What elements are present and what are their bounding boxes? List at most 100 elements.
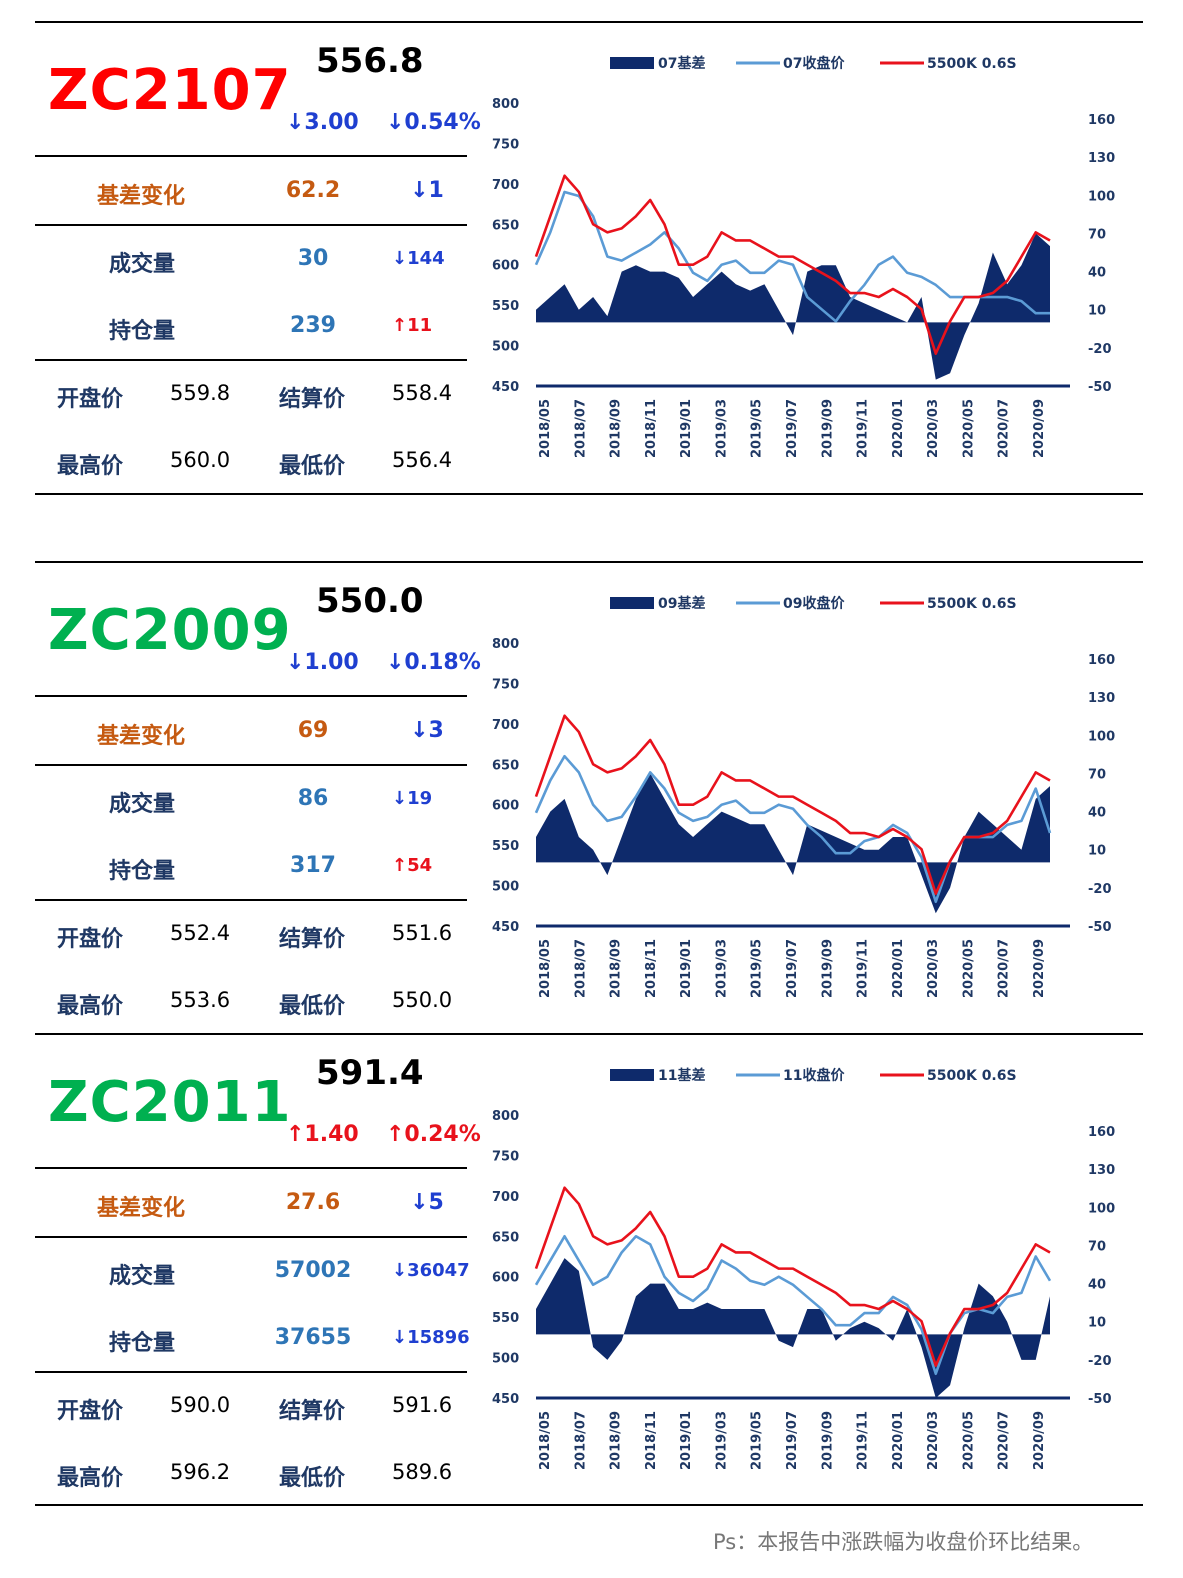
y-right-tick: -20: [1088, 882, 1112, 897]
y-right-tick: 70: [1088, 1239, 1106, 1254]
y-right-tick: 10: [1088, 844, 1106, 859]
series-coal-line: [534, 174, 1051, 355]
x-tick: 2020/03: [926, 399, 941, 458]
legend-basis-swatch: [610, 597, 654, 609]
panel-top-rule: [35, 21, 1143, 23]
series-close-line: [534, 1234, 1052, 1376]
price-change-pct: ↑0.24%: [386, 1122, 481, 1147]
footnote: Ps：本报告中涨跌幅为收盘价环比结果。: [713, 1530, 1094, 1554]
y-left-tick: 650: [492, 1230, 519, 1245]
y-right-tick: 100: [1088, 729, 1115, 744]
x-tick: 2020/07: [997, 399, 1012, 458]
price-basis-chart: 11基差 11收盘价 5500K 0.6S 450 500 550 600 650 700 750…: [492, 1067, 1115, 1470]
x-tick: 2019/09: [820, 939, 835, 998]
open-interest-value: 317: [290, 853, 336, 878]
y-left-tick: 450: [492, 380, 519, 395]
x-tick: 2020/05: [961, 399, 976, 458]
high-value: 596.2: [170, 1460, 231, 1484]
x-tick: 2018/05: [538, 1411, 553, 1470]
y-left-tick: 650: [492, 218, 519, 233]
y-left-tick: 600: [492, 799, 519, 814]
high-value: 560.0: [170, 448, 231, 472]
x-tick: 2019/11: [856, 939, 871, 998]
open-interest-change: ↑54: [392, 855, 433, 876]
volume-label: 成交量: [109, 792, 176, 817]
panel-bottom-rule: [35, 493, 1143, 495]
low-value: 589.6: [392, 1460, 453, 1484]
price-change-pct: ↓0.18%: [386, 650, 481, 675]
open-interest-change: ↑11: [392, 315, 433, 336]
y-right-tick: 160: [1088, 113, 1115, 128]
x-tick: 2019/05: [750, 399, 765, 458]
y-right-tick: 160: [1088, 653, 1115, 668]
series-basis-area: [536, 233, 1050, 380]
y-right-tick: -20: [1088, 342, 1112, 357]
low-label: 最低价: [279, 1466, 346, 1491]
section-rule: [35, 695, 467, 697]
x-tick: 2019/03: [714, 399, 729, 458]
low-value: 556.4: [392, 448, 453, 472]
contract-code: ZC2107: [48, 58, 292, 123]
high-label: 最高价: [57, 994, 124, 1019]
y-left-tick: 500: [492, 340, 519, 355]
basis-label: 基差变化: [97, 724, 186, 749]
panel-top-rule: [35, 561, 1143, 563]
x-tick: 2018/07: [573, 1411, 588, 1470]
y-right-tick: 40: [1088, 1278, 1106, 1293]
y-left-tick: 800: [492, 637, 519, 652]
section-rule: [35, 899, 467, 901]
x-tick: 2020/05: [961, 1411, 976, 1470]
x-tick: 2018/09: [609, 939, 624, 998]
price-basis-chart: 09基差 09收盘价 5500K 0.6S 450 500 550 600 650 700 750…: [492, 595, 1115, 998]
y-right-tick: -50: [1088, 920, 1112, 935]
y-left-tick: 750: [492, 1149, 519, 1164]
volume-value: 30: [297, 246, 329, 271]
y-right-tick: 100: [1088, 1201, 1115, 1216]
basis-label: 基差变化: [97, 1196, 186, 1221]
x-tick: 2020/01: [891, 939, 906, 998]
legend-basis-swatch: [610, 57, 654, 69]
x-tick: 2019/05: [750, 1411, 765, 1470]
series-basis-area: [536, 773, 1050, 914]
y-left-tick: 750: [492, 677, 519, 692]
low-label: 最低价: [279, 454, 346, 479]
y-left-tick: 450: [492, 920, 519, 935]
high-label: 最高价: [57, 1466, 124, 1491]
legend-coal-label: 5500K 0.6S: [927, 1068, 1017, 1084]
open-interest-label: 持仓量: [109, 1331, 176, 1356]
open-interest-change: ↓15896: [392, 1327, 470, 1348]
x-tick: 2018/11: [644, 939, 659, 998]
high-value: 553.6: [170, 988, 231, 1012]
legend-coal-label: 5500K 0.6S: [927, 56, 1017, 72]
section-rule: [35, 155, 467, 157]
contract-code: ZC2011: [48, 1070, 292, 1135]
section-rule: [35, 1236, 467, 1238]
series-coal-line: [534, 1186, 1051, 1367]
settle-label: 结算价: [279, 927, 346, 952]
series-coal-line: [534, 714, 1051, 895]
basis-label: 基差变化: [97, 184, 186, 209]
basis-change: ↓1: [410, 178, 444, 203]
settle-value: 591.6: [392, 1393, 453, 1417]
x-tick: 2019/01: [679, 939, 694, 998]
y-left-tick: 550: [492, 299, 519, 314]
x-tick: 2019/07: [785, 399, 800, 458]
y-right-tick: 70: [1088, 767, 1106, 782]
open-label: 开盘价: [57, 1399, 124, 1424]
x-tick: 2020/05: [961, 939, 976, 998]
section-rule: [35, 1167, 467, 1169]
x-tick: 2020/01: [891, 1411, 906, 1470]
price-change: ↓3.00: [286, 110, 359, 135]
y-right-tick: -20: [1088, 1354, 1112, 1369]
x-tick: 2020/09: [1032, 939, 1047, 998]
x-tick: 2020/03: [926, 1411, 941, 1470]
y-right-tick: 130: [1088, 1163, 1115, 1178]
basis-change: ↓3: [410, 718, 444, 743]
y-right-tick: 130: [1088, 691, 1115, 706]
y-left-tick: 550: [492, 1311, 519, 1326]
open-interest-value: 239: [290, 313, 336, 338]
y-right-tick: 130: [1088, 151, 1115, 166]
open-interest-label: 持仓量: [109, 859, 176, 884]
open-value: 590.0: [170, 1393, 231, 1417]
legend-basis-label: 11基差: [658, 1067, 705, 1084]
